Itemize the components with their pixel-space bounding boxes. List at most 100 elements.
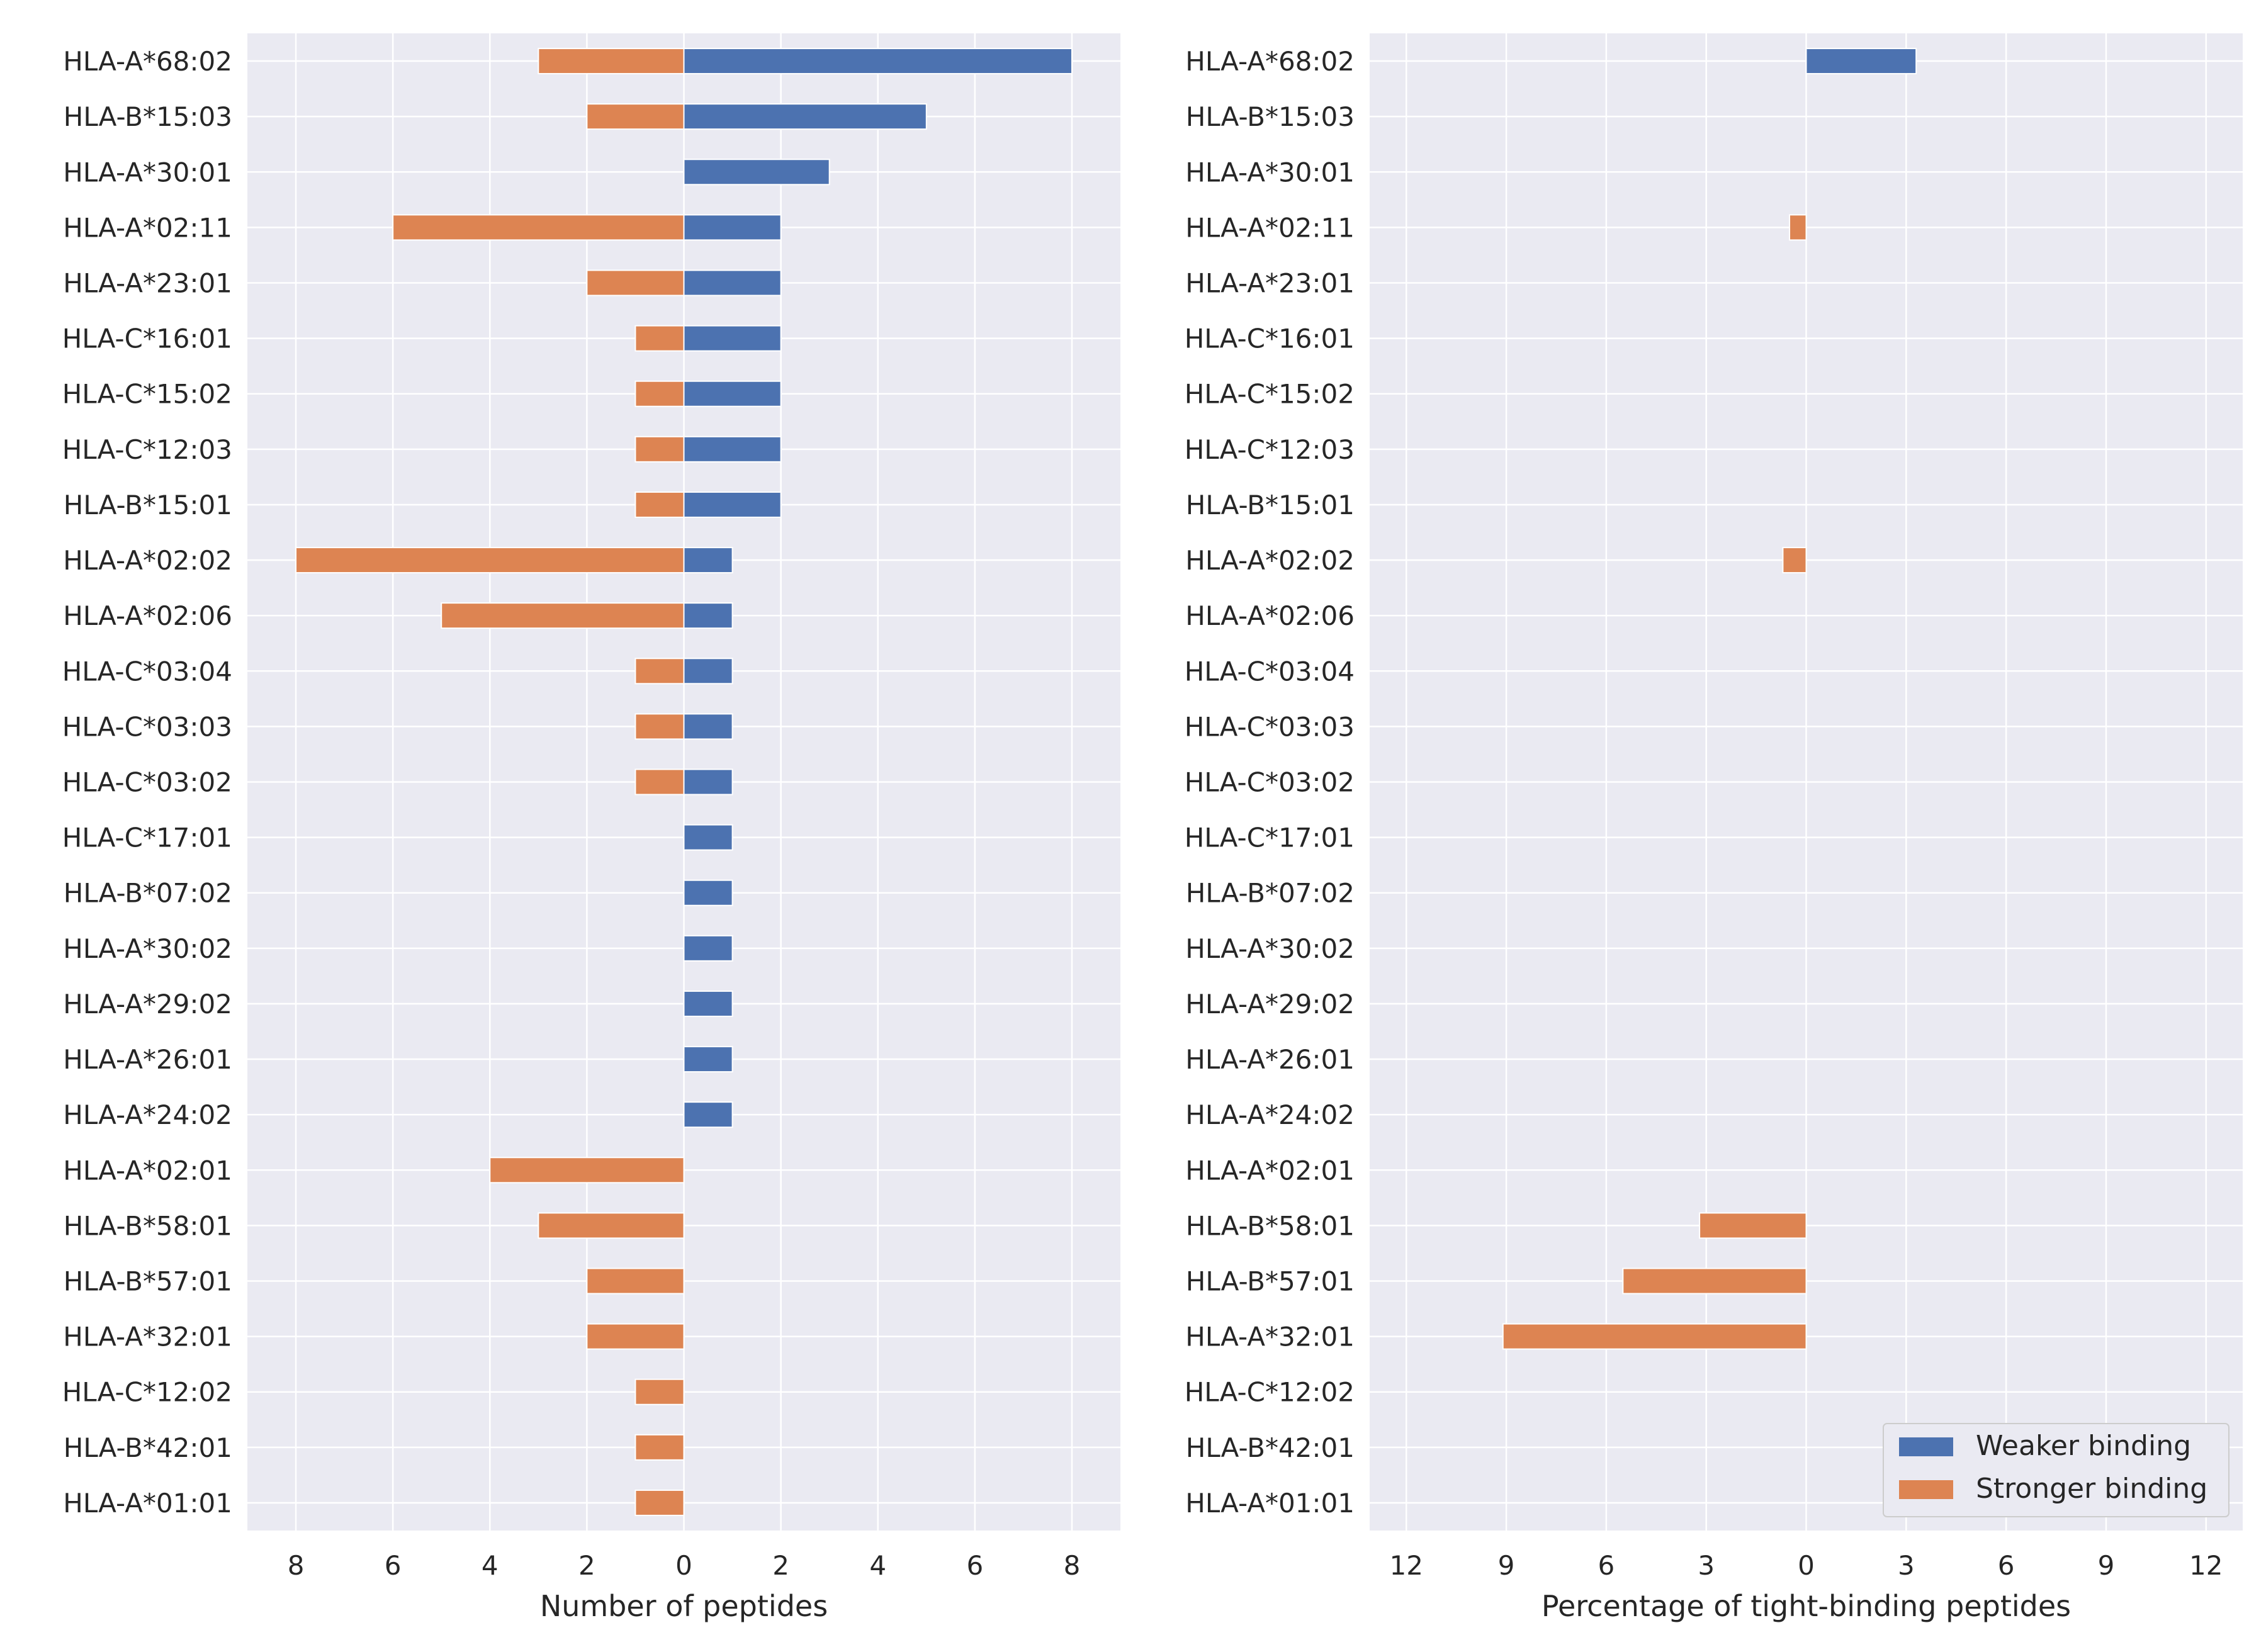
right-category-label-8: HLA-B*15:01 xyxy=(1186,490,1355,520)
left-category-label-7: HLA-C*12:03 xyxy=(62,434,232,465)
left-bar-weaker-14 xyxy=(683,824,733,851)
left-bar-stronger-21 xyxy=(538,1212,685,1239)
left-category-label-1: HLA-B*15:03 xyxy=(64,101,232,132)
right-category-label-1: HLA-B*15:03 xyxy=(1186,101,1355,132)
right-category-label-24: HLA-C*12:02 xyxy=(1185,1377,1355,1408)
left-category-label-20: HLA-A*02:01 xyxy=(63,1155,232,1186)
left-bar-stronger-24 xyxy=(634,1378,685,1405)
left-bar-weaker-0 xyxy=(683,48,1073,75)
left-x-axis-label: Number of peptides xyxy=(540,1589,828,1623)
left-x-tick-label-7: 6 xyxy=(966,1550,983,1581)
left-category-label-19: HLA-A*24:02 xyxy=(63,1099,232,1130)
right-category-label-12: HLA-C*03:03 xyxy=(1185,711,1355,742)
left-category-label-26: HLA-A*01:01 xyxy=(63,1488,232,1519)
right-bar-weaker-0 xyxy=(1805,48,1917,75)
left-bar-stronger-10 xyxy=(441,602,685,629)
left-bar-stronger-13 xyxy=(634,768,685,795)
right-category-label-2: HLA-A*30:01 xyxy=(1185,157,1355,188)
left-category-label-10: HLA-A*02:06 xyxy=(63,600,232,631)
left-category-label-5: HLA-C*16:01 xyxy=(62,323,232,354)
left-bar-weaker-11 xyxy=(683,658,733,685)
right-bar-stronger-22 xyxy=(1622,1267,1807,1295)
right-category-label-21: HLA-B*58:01 xyxy=(1186,1210,1355,1241)
left-category-label-8: HLA-B*15:01 xyxy=(64,490,232,520)
right-x-tick-label-6: 6 xyxy=(1998,1550,2015,1581)
legend-swatch-weaker xyxy=(1899,1437,1953,1456)
left-bar-stronger-9 xyxy=(295,547,685,574)
right-category-label-9: HLA-A*02:02 xyxy=(1185,545,1355,576)
right-category-label-7: HLA-C*12:03 xyxy=(1185,434,1355,465)
left-bar-stronger-3 xyxy=(392,214,685,241)
right-x-tick-label-3: 3 xyxy=(1698,1550,1715,1581)
left-category-label-12: HLA-C*03:03 xyxy=(62,711,232,742)
left-category-label-13: HLA-C*03:02 xyxy=(62,767,232,798)
left-bar-weaker-13 xyxy=(683,768,733,795)
right-category-label-11: HLA-C*03:04 xyxy=(1185,656,1355,687)
left-bar-weaker-9 xyxy=(683,547,733,574)
right-x-tick-label-7: 9 xyxy=(2098,1550,2115,1581)
right-category-label-5: HLA-C*16:01 xyxy=(1185,323,1355,354)
left-bar-stronger-11 xyxy=(634,658,685,685)
right-x-tick-label-5: 3 xyxy=(1898,1550,1915,1581)
right-category-label-10: HLA-A*02:06 xyxy=(1185,600,1355,631)
left-bar-stronger-20 xyxy=(489,1157,685,1184)
right-category-label-4: HLA-A*23:01 xyxy=(1185,268,1355,299)
left-bar-weaker-16 xyxy=(683,935,733,962)
left-bar-stronger-8 xyxy=(634,491,685,518)
left-bar-stronger-7 xyxy=(634,435,685,463)
left-bar-weaker-15 xyxy=(683,879,733,906)
right-category-label-16: HLA-A*30:02 xyxy=(1185,933,1355,964)
left-bar-stronger-1 xyxy=(586,103,685,130)
right-category-label-25: HLA-B*42:01 xyxy=(1186,1432,1355,1463)
left-category-label-11: HLA-C*03:04 xyxy=(62,656,232,687)
right-category-label-15: HLA-B*07:02 xyxy=(1186,878,1355,909)
left-x-tick-label-2: 4 xyxy=(482,1550,499,1581)
left-x-tick-label-5: 2 xyxy=(772,1550,789,1581)
right-category-label-6: HLA-C*15:02 xyxy=(1185,379,1355,410)
left-x-tick-label-6: 4 xyxy=(869,1550,886,1581)
right-bar-stronger-9 xyxy=(1782,547,1807,574)
left-category-label-14: HLA-C*17:01 xyxy=(62,823,232,853)
right-category-label-3: HLA-A*02:11 xyxy=(1185,212,1355,243)
right-category-label-0: HLA-A*68:02 xyxy=(1185,46,1355,77)
right-category-label-18: HLA-A*26:01 xyxy=(1185,1044,1355,1075)
left-bar-stronger-5 xyxy=(634,325,685,352)
left-category-label-18: HLA-A*26:01 xyxy=(63,1044,232,1075)
left-bar-stronger-0 xyxy=(538,48,685,75)
left-bar-weaker-18 xyxy=(683,1046,733,1073)
left-bar-stronger-23 xyxy=(586,1323,685,1350)
left-category-label-17: HLA-A*29:02 xyxy=(63,989,232,1020)
left-category-label-3: HLA-A*02:11 xyxy=(63,212,232,243)
left-bar-stronger-26 xyxy=(634,1489,685,1516)
left-bar-stronger-12 xyxy=(634,713,685,740)
right-category-label-22: HLA-B*57:01 xyxy=(1186,1266,1355,1297)
left-bar-weaker-2 xyxy=(683,159,830,186)
left-x-tick-label-4: 0 xyxy=(675,1550,692,1581)
left-bar-weaker-3 xyxy=(683,214,782,241)
right-x-axis-label: Percentage of tight-binding peptides xyxy=(1542,1589,2071,1623)
right-x-tick-label-2: 6 xyxy=(1598,1550,1615,1581)
left-category-label-22: HLA-B*57:01 xyxy=(64,1266,232,1297)
right-x-tick-label-0: 12 xyxy=(1390,1550,1423,1581)
right-x-tick-label-4: 0 xyxy=(1798,1550,1815,1581)
left-bar-weaker-7 xyxy=(683,435,782,463)
left-x-tick-label-0: 8 xyxy=(288,1550,305,1581)
right-category-label-19: HLA-A*24:02 xyxy=(1185,1099,1355,1130)
right-category-label-26: HLA-A*01:01 xyxy=(1185,1488,1355,1519)
left-bar-stronger-22 xyxy=(586,1267,685,1295)
right-category-label-13: HLA-C*03:02 xyxy=(1185,767,1355,798)
left-x-tick-label-1: 6 xyxy=(385,1550,402,1581)
left-category-label-23: HLA-A*32:01 xyxy=(63,1322,232,1352)
left-bar-weaker-17 xyxy=(683,990,733,1017)
left-category-label-15: HLA-B*07:02 xyxy=(64,878,232,909)
legend-label-weaker: Weaker binding xyxy=(1976,1430,2191,1462)
left-category-label-2: HLA-A*30:01 xyxy=(63,157,232,188)
right-x-tick-label-8: 12 xyxy=(2189,1550,2223,1581)
left-category-label-25: HLA-B*42:01 xyxy=(64,1432,232,1463)
right-x-tick-label-1: 9 xyxy=(1498,1550,1515,1581)
legend-label-stronger: Stronger binding xyxy=(1976,1473,2207,1505)
right-category-label-23: HLA-A*32:01 xyxy=(1185,1322,1355,1352)
legend: Weaker binding Stronger binding xyxy=(1883,1423,2229,1517)
left-chart-panel: HLA-A*68:02 HLA-B*15:03 HLA-A*30:01 HLA-A*0… xyxy=(62,33,1120,1623)
